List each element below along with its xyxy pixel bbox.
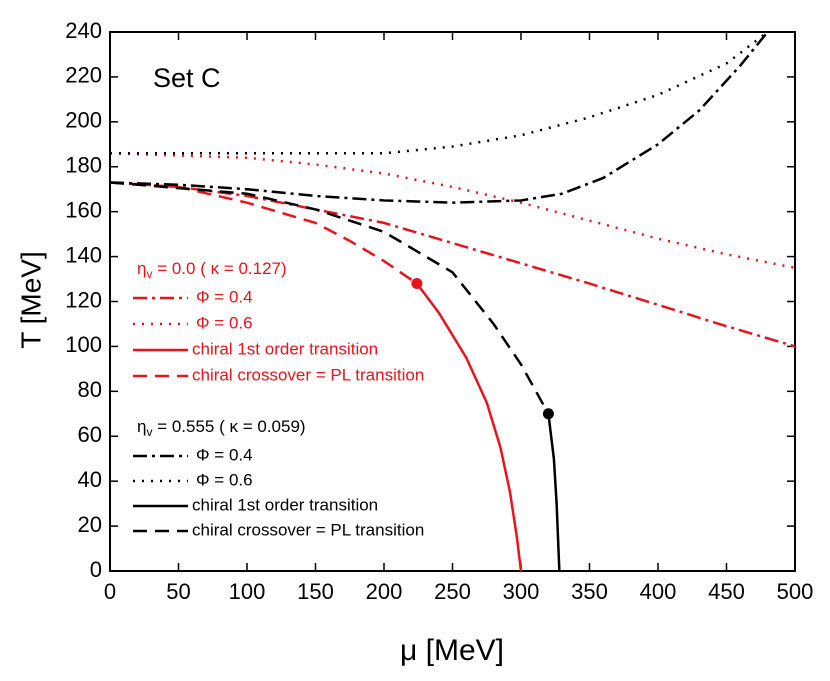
series-line [109,152,796,270]
series-line [110,31,769,155]
x-tick-label: 500 [777,579,814,604]
y-tick-label: 220 [65,63,102,88]
y-tick-label: 60 [78,422,102,447]
y-tick-label: 200 [65,108,102,133]
y-tick-label: 240 [65,18,102,43]
legend-label: chiral 1st order transition [192,339,378,358]
y-tick-label: 180 [65,153,102,178]
y-tick-label: 0 [90,557,102,582]
legend-title-symbol: η [137,259,146,278]
y-axis-label: T [MeV] [15,251,46,349]
x-tick-label: 100 [229,579,266,604]
y-tick-label: 100 [65,332,102,357]
series-line [109,181,550,415]
series-line [547,413,561,572]
legend-label: Φ = 0.4 [196,445,253,464]
x-tick-label: 350 [571,579,608,604]
legend-label: Φ = 0.6 [196,470,253,489]
series-line [109,31,769,204]
legend-title-sub: v [146,267,152,281]
legend-title-symbol: η [137,417,146,436]
x-tick-label: 50 [166,579,190,604]
critical-point [411,278,423,290]
y-tick-label: 20 [78,512,102,537]
y-tick-label: 120 [65,287,102,312]
legend-label: Φ = 0.4 [196,287,253,306]
legend-title-text: = 0.0 ( κ = 0.127) [152,259,286,278]
y-tick-label: 140 [65,242,102,267]
legend-title: ηv = 0.555 ( κ = 0.059) [137,417,306,439]
series-line [415,282,523,572]
legend-label: chiral crossover = PL transition [192,365,424,384]
legend-label: chiral crossover = PL transition [192,520,424,539]
legend-label: chiral 1st order transition [192,495,378,514]
x-tick-label: 150 [297,579,334,604]
critical-point [542,408,554,420]
x-tick-label: 250 [434,579,471,604]
x-tick-label: 300 [503,579,540,604]
legend-label: Φ = 0.6 [196,313,253,332]
y-tick-label: 40 [78,467,102,492]
x-tick-label: 0 [104,579,116,604]
x-tick-label: 400 [640,579,677,604]
x-axis-label: μ [MeV] [400,634,504,667]
y-tick-label: 80 [78,377,102,402]
x-tick-label: 450 [708,579,745,604]
legend-title-sub: v [146,425,152,439]
x-tick-label: 200 [366,579,403,604]
annotation: Set C [153,63,221,93]
y-tick-label: 160 [65,197,102,222]
legend-title: ηv = 0.0 ( κ = 0.127) [137,259,287,281]
legend-title-text: = 0.555 ( κ = 0.059) [152,417,305,436]
